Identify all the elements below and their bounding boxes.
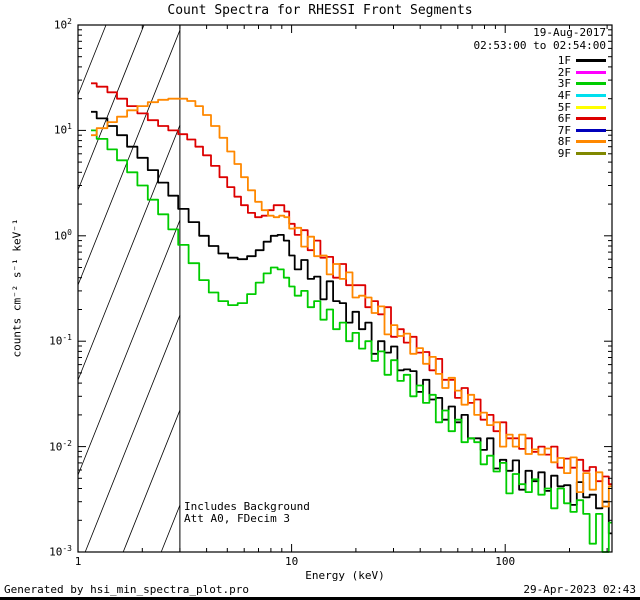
legend-color-swatch — [576, 70, 606, 74]
series-8F — [91, 97, 612, 508]
page-title: Count Spectra for RHESSI Front Segments — [167, 3, 473, 18]
legend-color-swatch — [576, 59, 606, 63]
legend-entry: 6F — [557, 112, 606, 126]
legend-entry: 8F — [557, 135, 606, 149]
observation-time-range: 02:53:00 to 02:54:00 — [473, 39, 606, 52]
legend-color-swatch — [576, 117, 606, 121]
legend-color-swatch — [576, 105, 606, 109]
legend-color-swatch — [576, 82, 606, 86]
y-axis-label: counts cm⁻² s⁻¹ keV⁻¹ — [10, 218, 24, 358]
legend-entry: 7F — [557, 123, 606, 137]
legend-entry: 9F — [557, 147, 606, 161]
legend-color-swatch — [576, 140, 606, 144]
legend-color-swatch — [576, 128, 606, 132]
legend-entry: 2F — [557, 65, 606, 79]
series-3F — [91, 129, 612, 553]
y-tick-label: 100 — [53, 227, 72, 243]
generated-by-label: Generated by hsi_min_spectra_plot.pro — [4, 583, 250, 596]
y-tick-label: 101 — [53, 122, 72, 138]
x-tick-label: 10 — [284, 555, 299, 568]
legend-entry: 3F — [557, 77, 606, 91]
legend-entry-label: 4F — [557, 89, 571, 103]
legend-entry: 4F — [557, 89, 606, 103]
observation-date: 19-Aug-2017 — [533, 26, 606, 39]
legend-color-swatch — [576, 152, 606, 156]
legend-entry-label: 5F — [557, 100, 571, 114]
spectra-series — [91, 82, 612, 553]
legend-entry-label: 3F — [557, 77, 571, 91]
hatch-region — [77, 24, 181, 553]
series-6F — [91, 82, 612, 486]
legend-entry-label: 2F — [557, 65, 571, 79]
legend: 1F 2F 3F 4F 5F 6F 7F 8F 9F — [557, 54, 606, 161]
legend-entry-label: 9F — [557, 147, 571, 161]
attenuator-note: Att A0, FDecim 3 — [184, 512, 290, 525]
legend-entry-label: 1F — [557, 54, 571, 68]
background-note: Includes Background — [184, 500, 310, 513]
y-tick-label: 10-1 — [49, 333, 72, 348]
legend-entry-label: 8F — [557, 135, 571, 149]
x-tick-label: 100 — [495, 555, 516, 568]
generation-timestamp: 29-Apr-2023 02:43 — [523, 583, 636, 596]
y-tick-label: 10-3 — [49, 544, 72, 559]
axis-ticks — [77, 24, 612, 553]
x-axis-label: Energy (keV) — [305, 569, 385, 582]
legend-entry-label: 6F — [557, 112, 571, 126]
x-tick-label: 1 — [74, 555, 82, 568]
legend-entry: 1F — [557, 54, 606, 68]
legend-entry: 5F — [557, 100, 606, 114]
y-tick-label: 10-2 — [49, 438, 72, 454]
plot-frame — [77, 24, 613, 553]
legend-color-swatch — [576, 94, 606, 98]
legend-entry-label: 7F — [557, 123, 571, 137]
series-1F — [91, 110, 612, 535]
y-tick-label: 102 — [53, 17, 72, 32]
window-bottom-border — [0, 597, 640, 600]
